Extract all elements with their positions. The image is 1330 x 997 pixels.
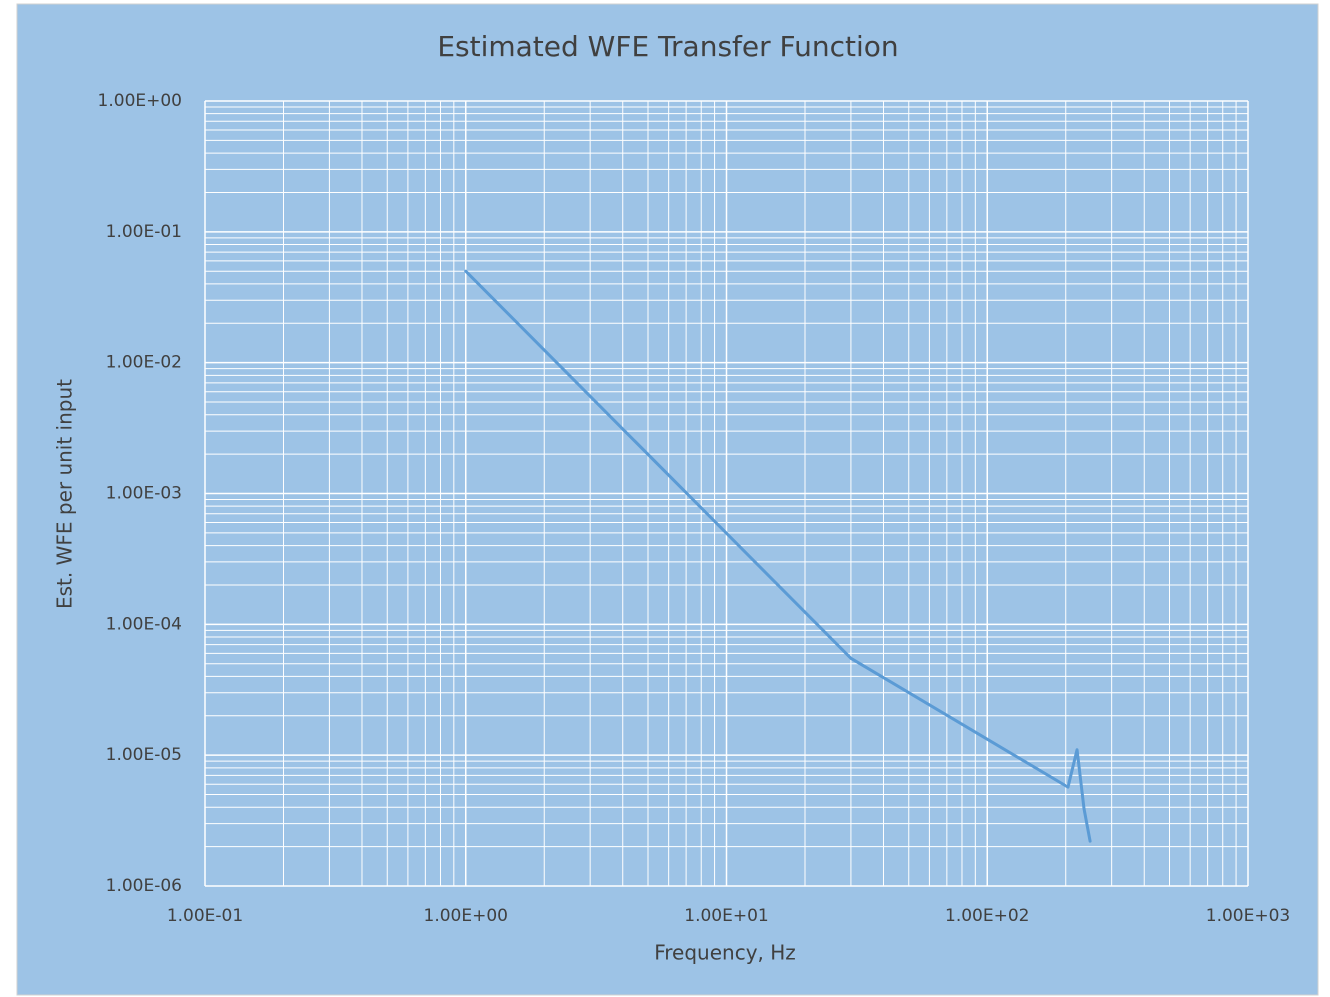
y-tick-label: 1.00E+00: [98, 91, 182, 111]
x-tick-label: 1.00E-01: [167, 906, 243, 926]
y-axis-label: Est. WFE per unit input: [53, 379, 77, 609]
y-tick-label: 1.00E-04: [106, 614, 182, 634]
y-tick-label: 1.00E-01: [106, 222, 182, 242]
data-line: [464, 269, 1092, 843]
x-axis-label: Frequency, Hz: [654, 941, 796, 965]
y-tick-label: 1.00E-05: [106, 745, 182, 765]
y-tick-label: 1.00E-02: [106, 353, 182, 373]
x-tick-label: 1.00E+03: [1206, 906, 1290, 926]
x-tick-label: 1.00E+00: [424, 906, 508, 926]
x-tick-label: 1.00E+01: [684, 906, 768, 926]
y-tick-label: 1.00E-03: [106, 484, 182, 504]
y-tick-label: 1.00E-06: [106, 876, 182, 896]
x-tick-label: 1.00E+02: [945, 906, 1029, 926]
chart-title: Estimated WFE Transfer Function: [437, 30, 898, 63]
